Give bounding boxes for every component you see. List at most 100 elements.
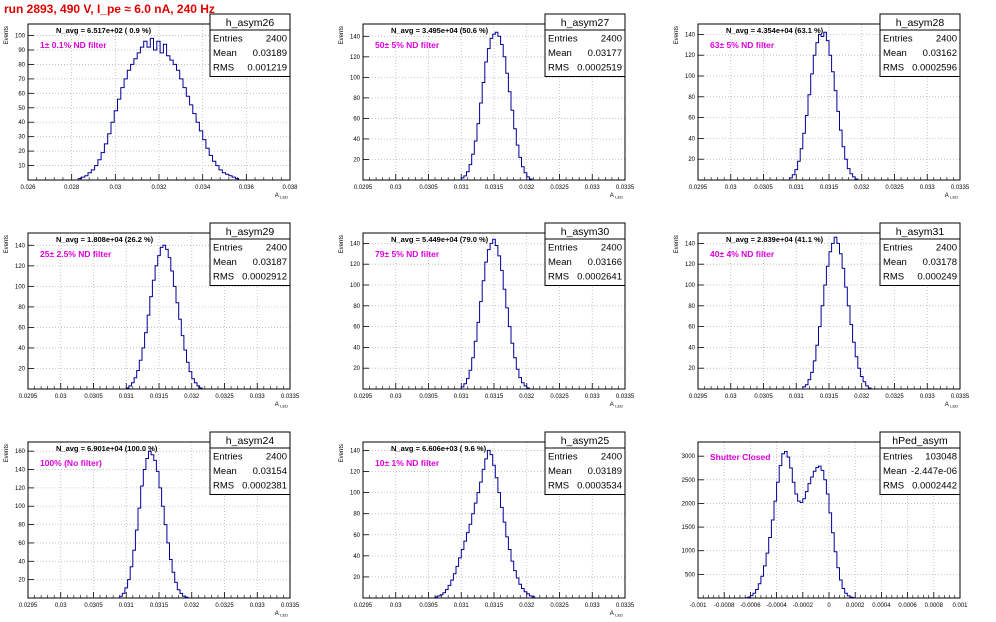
histogram-line <box>744 451 856 599</box>
y-tick-label: 20 <box>18 149 25 155</box>
filter-annotation: 25± 2.5% ND filter <box>40 249 112 259</box>
y-tick-label: 100 <box>350 283 361 289</box>
stats-entries-value: 2400 <box>266 452 287 463</box>
y-tick-label: 120 <box>15 264 26 270</box>
stats-title: h_asym26 <box>226 17 275 29</box>
x-tick-label: 0.0335 <box>616 603 635 609</box>
histogram-h_asym27: 0.0295 0.03 0.0305 0.031 0.0315 0.032 0.0325 0.… <box>339 13 635 200</box>
y-tick-label: 1000 <box>682 549 696 555</box>
stats-entries-label: Entries <box>883 452 913 463</box>
stats-mean-value: 0.03154 <box>253 466 287 477</box>
stats-rms-label: RMS <box>883 272 904 283</box>
stats-entries-label: Entries <box>213 452 243 463</box>
stats-entries-label: Entries <box>548 34 578 45</box>
y-tick-label: 140 <box>15 468 26 474</box>
filter-annotation: 100% (No filter) <box>40 458 102 468</box>
x-tick-label: 0.026 <box>20 185 36 191</box>
y-tick-label: 500 <box>685 572 696 578</box>
filter-annotation: 1± 0.1% ND filter <box>40 40 107 50</box>
x-tick-label: 0.0305 <box>754 185 773 191</box>
histogram-title: N_avg = 6.901e+04 (100.0 %) <box>56 444 158 453</box>
y-tick-label: 20 <box>353 157 360 163</box>
y-tick-label: 120 <box>685 53 696 59</box>
stats-title: h_asym24 <box>226 435 275 447</box>
stats-rms-label: RMS <box>548 272 569 283</box>
y-tick-label: 40 <box>18 346 25 352</box>
x-tick-label: 0.0335 <box>281 603 300 609</box>
x-tick-label: 0.032 <box>184 394 200 400</box>
y-tick-label: 120 <box>685 262 696 268</box>
x-tick-label: 0.0305 <box>754 394 773 400</box>
stats-entries-label: Entries <box>548 452 578 463</box>
y-tick-label: 100 <box>350 491 361 497</box>
x-tick-label: 0.031 <box>119 394 135 400</box>
y-tick-label: 80 <box>18 305 25 311</box>
y-tick-label: 20 <box>18 366 25 372</box>
y-tick-label: 60 <box>688 325 695 331</box>
x-tick-label: 0.031 <box>454 185 470 191</box>
y-tick-label: 2500 <box>682 478 696 484</box>
histogram-h_asym28: 0.0295 0.03 0.0305 0.031 0.0315 0.032 0.0325 0.… <box>674 13 970 200</box>
y-tick-label: 20 <box>18 578 25 584</box>
x-tick-label: 0.0006 <box>898 603 917 609</box>
stats-rms-label: RMS <box>213 63 234 74</box>
histogram-title: N_avg = 2.839e+04 (41.1 %) <box>726 235 824 244</box>
stats-title: h_asym25 <box>561 435 610 447</box>
y-tick-label: 80 <box>18 523 25 529</box>
x-axis-label: A LED <box>610 611 623 618</box>
x-tick-label: 0.0325 <box>215 394 234 400</box>
stats-box <box>879 431 961 495</box>
stats-mean-label: Mean <box>213 48 237 59</box>
stats-box <box>879 13 961 77</box>
stats-rms-value: 0.0002519 <box>577 63 622 74</box>
stats-box <box>209 431 291 495</box>
x-axis-label: A LED <box>945 193 958 200</box>
stats-mean-value: 0.03177 <box>588 48 622 59</box>
stats-mean-label: Mean <box>213 257 237 268</box>
y-axis-label: Events <box>4 444 10 462</box>
y-tick-label: 40 <box>353 554 360 560</box>
x-tick-label: 0 <box>827 603 831 609</box>
stats-rms-label: RMS <box>548 481 569 492</box>
stats-mean-label: Mean <box>548 466 572 477</box>
x-tick-label: 0.0325 <box>885 185 904 191</box>
stats-entries-label: Entries <box>213 243 243 254</box>
x-tick-label: 0.0305 <box>419 394 438 400</box>
y-tick-label: 120 <box>350 470 361 476</box>
x-tick-label: 0.032 <box>519 394 535 400</box>
y-tick-label: 1500 <box>682 525 696 531</box>
stats-mean-label: Mean <box>883 257 907 268</box>
stats-rms-value: 0.0002381 <box>242 481 287 492</box>
y-tick-label: 20 <box>688 366 695 372</box>
x-tick-label: 0.0325 <box>550 394 569 400</box>
y-tick-label: 80 <box>688 304 695 310</box>
histogram-title: N_avg = 4.354e+04 (63.1 %) <box>726 26 824 35</box>
y-tick-label: 3000 <box>682 454 696 460</box>
x-tick-label: 0.0335 <box>616 185 635 191</box>
filter-annotation: 63± 5% ND filter <box>710 40 775 50</box>
y-tick-label: 70 <box>18 77 25 83</box>
histogram-title: N_avg = 1.808e+04 (26.2 %) <box>56 235 154 244</box>
stats-title: h_asym27 <box>561 17 610 29</box>
stats-mean-label: Mean <box>883 48 907 59</box>
run-header: run 2893, 490 V, I_pe ≈ 6.0 nA, 240 Hz <box>4 2 215 16</box>
x-tick-label: 0.032 <box>854 185 870 191</box>
stats-mean-label: Mean <box>883 466 907 477</box>
stats-entries-value: 2400 <box>601 243 622 254</box>
stats-rms-label: RMS <box>883 481 904 492</box>
stats-entries-label: Entries <box>883 243 913 254</box>
x-tick-label: 0.0335 <box>951 185 970 191</box>
histogram-line <box>119 450 189 598</box>
stats-rms-value: 0.0002912 <box>242 272 287 283</box>
stats-entries-value: 2400 <box>936 34 957 45</box>
stats-rms-value: 0.0003534 <box>577 481 622 492</box>
x-tick-label: 0.0325 <box>215 603 234 609</box>
y-axis-label: Events <box>4 26 10 44</box>
x-tick-label: -0.0006 <box>740 603 761 609</box>
y-axis-label: Events <box>4 235 10 253</box>
filter-annotation: 40± 4% ND filter <box>710 249 775 259</box>
stats-rms-label: RMS <box>213 272 234 283</box>
stats-rms-label: RMS <box>883 63 904 74</box>
y-tick-label: 100 <box>350 75 361 81</box>
